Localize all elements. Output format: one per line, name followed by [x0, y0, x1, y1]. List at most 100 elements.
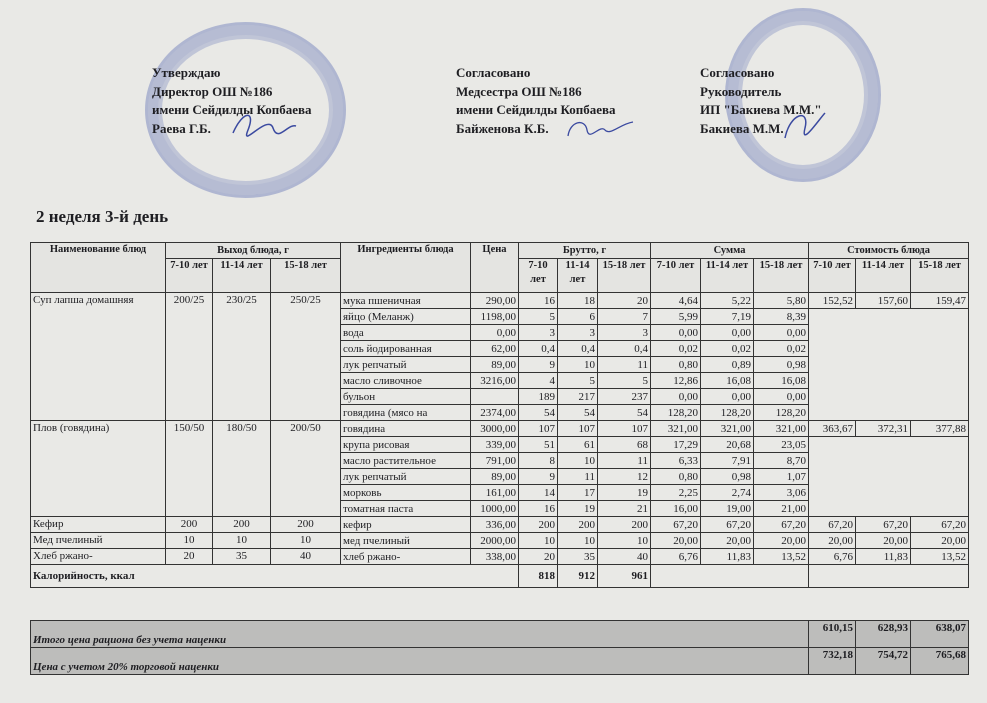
dish-yield: 250/25: [270, 292, 341, 421]
ingredient-sum: 5,80: [753, 292, 810, 309]
ingredient-brutto: 10: [557, 452, 598, 469]
totals-label: Цена с учетом 20% торговой наценки: [30, 647, 809, 675]
calories-label: Калорийность, ккал: [30, 564, 519, 588]
approval-line: Согласовано: [456, 65, 531, 80]
ingredient-sum: 16,00: [650, 500, 702, 517]
table-row: бульон 189 217 237 0,00 0,00 0,00: [31, 388, 969, 405]
empty-cell: [808, 308, 970, 421]
ingredient-sum: 16,08: [753, 372, 810, 389]
ingredient-sum: 20,00: [650, 532, 702, 549]
ingredient-brutto: 54: [596, 404, 652, 421]
ingredient-brutto: 10: [557, 356, 598, 373]
dish-name: Мед пчелиный: [30, 532, 166, 549]
ingredient-sum: 20,68: [700, 436, 755, 453]
ingredient-price: 3000,00: [470, 420, 519, 437]
approval-line: имени Сейдилды Копбаева: [152, 102, 312, 117]
ingredient-sum: 0,00: [700, 388, 755, 405]
header-cost-age: 7-10 лет: [808, 258, 857, 293]
header-yield-age: 11-14 лет: [212, 258, 271, 293]
approval-line: Утверждаю: [152, 65, 221, 80]
ingredient-sum: 12,86: [650, 372, 702, 389]
ingredient-name: масло растительное: [340, 452, 471, 469]
ingredient-brutto: 0,4: [596, 340, 652, 357]
ingredient-sum: 321,00: [753, 420, 810, 437]
ingredient-sum: 19,00: [700, 500, 755, 517]
dish-cost: 20,00: [808, 532, 857, 549]
header-name: Наименование блюд: [30, 242, 166, 293]
header-yield-age: 7-10 лет: [165, 258, 213, 293]
ingredient-price: 336,00: [470, 516, 519, 533]
ingredient-brutto: 68: [596, 436, 652, 453]
ingredient-brutto: 16: [518, 292, 558, 309]
table-row: крупа рисовая 339,00 51 61 68 17,29 20,68 23,05: [31, 436, 970, 517]
ingredient-name: лук репчатый: [340, 468, 471, 485]
ingredient-sum: 0,80: [650, 468, 702, 485]
empty-cell: [808, 564, 970, 588]
dish-yield: 200/50: [270, 420, 341, 517]
dish-yield: 230/25: [212, 292, 271, 421]
ingredient-sum: 0,89: [700, 356, 755, 373]
ingredient-brutto: 10: [596, 532, 652, 549]
ingredient-brutto: 10: [557, 532, 598, 549]
ingredient-brutto: 107: [596, 420, 652, 437]
ingredient-sum: 17,29: [650, 436, 702, 453]
ingredient-price: 89,00: [470, 468, 519, 485]
ingredient-brutto: 51: [518, 436, 558, 453]
ingredient-price: 89,00: [470, 356, 519, 373]
dish-yield: 200: [165, 516, 213, 533]
ingredient-sum: 3,06: [753, 484, 810, 501]
ingredient-sum: 8,39: [753, 308, 810, 325]
signature-nurse: [567, 121, 634, 137]
ingredient-brutto: 11: [596, 452, 652, 469]
header-brutto: Брутто, г: [517, 242, 652, 259]
dish-cost: 372,31: [855, 420, 912, 437]
ingredient-brutto: 5: [518, 308, 558, 325]
dish-name: Суп лапша домашняя: [30, 292, 166, 421]
dish-cost: 6,76: [808, 548, 857, 565]
ingredient-sum: 0,02: [650, 340, 702, 357]
header-yield-age: 15-18 лет: [270, 258, 341, 293]
totals-table: Итого цена рациона без учета наценки 610,…: [30, 620, 969, 675]
ingredient-sum: 5,22: [700, 292, 755, 309]
ingredient-brutto: 11: [596, 356, 652, 373]
dish-yield: 10: [212, 532, 271, 549]
ingredient-brutto: 189: [518, 388, 558, 405]
dish-cost: 67,20: [808, 516, 857, 533]
ingredient-brutto: 3: [518, 324, 558, 341]
ingredient-sum: 13,52: [753, 548, 810, 565]
calories-value: 961: [596, 564, 652, 588]
table-row: Мед пчелиный 10 10 10 мед пчелиный 2000,00 10 1…: [30, 532, 970, 549]
ingredient-name: говядина (мясо на: [340, 404, 471, 421]
ingredient-brutto: 6: [557, 308, 598, 325]
calories-row: Калорийность, ккал 818 912 961: [30, 564, 970, 588]
dish-yield: 10: [165, 532, 213, 549]
totals-value: 754,72: [855, 647, 911, 675]
dish-yield: 20: [165, 548, 213, 565]
table-row: Суп лапша домашняя 200/25 230/25 250/25 мука…: [30, 292, 970, 421]
ingredient-price: 339,00: [470, 436, 519, 453]
ingredient-brutto: 200: [518, 516, 558, 533]
dish-yield: 150/50: [165, 420, 213, 517]
dish-yield: 180/50: [212, 420, 271, 517]
ingredient-brutto: 14: [518, 484, 558, 501]
ingredient-sum: 128,20: [650, 404, 702, 421]
ingredient-name: говядина: [340, 420, 471, 437]
table-row: Кефир 200 200 200 кефир 336,00 200 200 200 67,20 6…: [30, 516, 970, 533]
ingredient-name: мед пчелиный: [340, 532, 471, 549]
ingredient-sum: 16,08: [700, 372, 755, 389]
dish-yield: 10: [270, 532, 341, 549]
ingredient-brutto: 5: [596, 372, 652, 389]
ingredient-sum: 1,07: [753, 468, 810, 485]
ingredient-sum: 128,20: [753, 404, 810, 421]
header-yield: Выход блюда, г: [165, 242, 341, 259]
ingredient-sum: 67,20: [753, 516, 810, 533]
approval-line: Директор ОШ №186: [152, 83, 273, 99]
dish-yield: 40: [270, 548, 341, 565]
totals-label: Итого цена рациона без учета наценки: [30, 620, 809, 648]
ingredient-sum: 0,02: [753, 340, 810, 357]
header-brutto-age: 15-18 лет: [596, 258, 652, 293]
approval-line: имени Сейдилды Копбаева: [456, 102, 616, 117]
ingredient-sum: 0,00: [700, 324, 755, 341]
ingredient-sum: 7,91: [700, 452, 755, 469]
ingredient-brutto: 40: [596, 548, 652, 565]
